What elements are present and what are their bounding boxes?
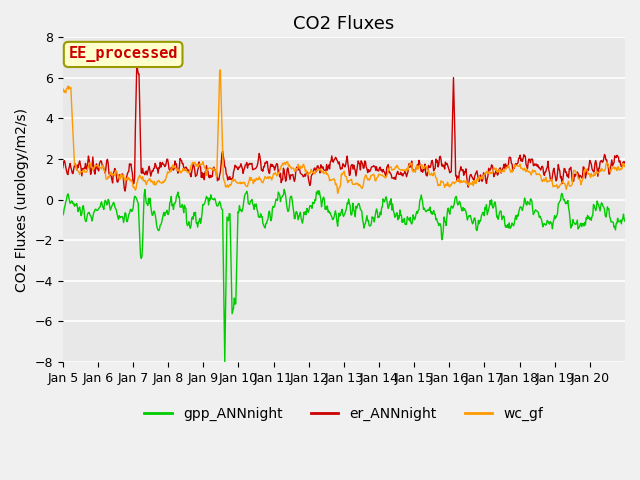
Title: CO2 Fluxes: CO2 Fluxes bbox=[293, 15, 394, 33]
Text: EE_processed: EE_processed bbox=[68, 47, 178, 62]
Y-axis label: CO2 Fluxes (urology/m2/s): CO2 Fluxes (urology/m2/s) bbox=[15, 108, 29, 291]
Legend: gpp_ANNnight, er_ANNnight, wc_gf: gpp_ANNnight, er_ANNnight, wc_gf bbox=[139, 401, 549, 426]
